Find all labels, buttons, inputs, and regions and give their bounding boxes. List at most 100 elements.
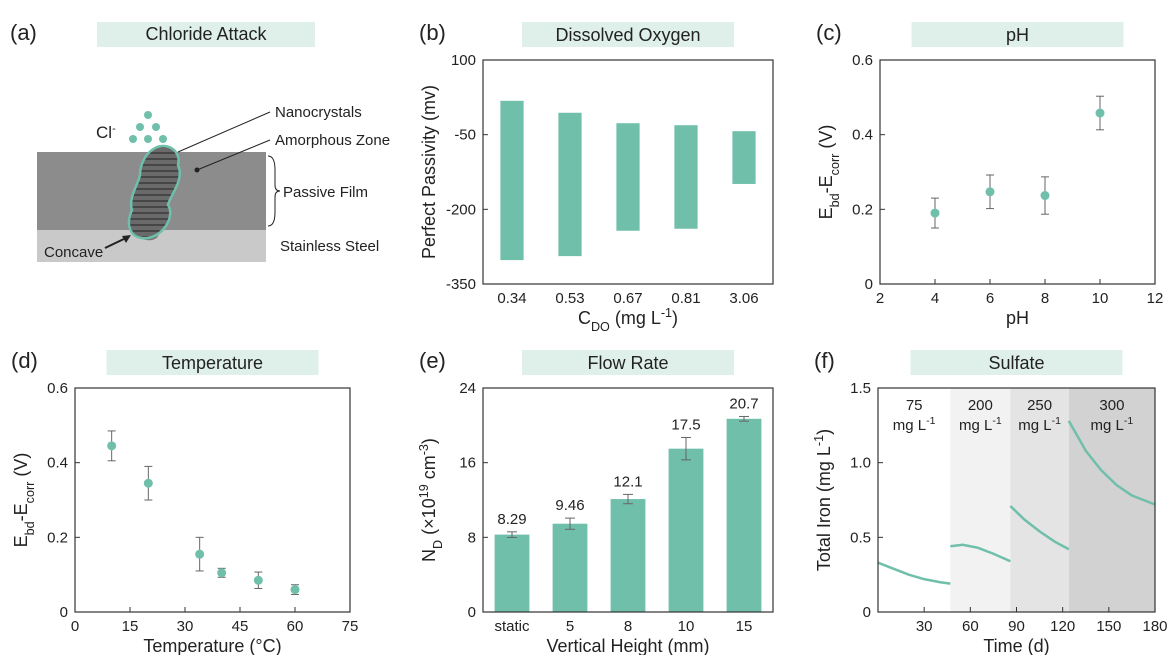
bar [726, 418, 762, 612]
point [107, 441, 117, 451]
bar [552, 523, 588, 612]
x-tick-label: 12 [1147, 290, 1164, 307]
y-tick-label: 24 [459, 380, 476, 397]
label-part: (V) [11, 453, 31, 482]
value-label: 9.46 [555, 497, 584, 514]
rich-label: mg L-1 [1091, 415, 1134, 434]
ion-charge: - [112, 123, 116, 135]
x-tick-label: 8 [624, 618, 632, 635]
y-tick-label: 0 [468, 604, 476, 621]
title-box [522, 350, 734, 375]
x-tick-label: 6 [986, 290, 994, 307]
frame [74, 387, 351, 613]
panel: (b) Dissolved Oxygen -350 -200 -50 100 0.34 0.5… [419, 20, 774, 334]
x-tick-label: 0 [71, 618, 79, 635]
rich-label: ND (×1019 cm-3) [417, 438, 445, 562]
rich-label: Perfect Passivity (mv) [419, 85, 439, 259]
rich-label: Ebd-Ecorr (V) [11, 453, 37, 548]
label-part: bd [23, 521, 37, 535]
bar [674, 125, 698, 229]
value-label: 8.29 [497, 511, 526, 528]
label: Passive Film [283, 184, 368, 201]
rich-label: mg L-1 [893, 415, 936, 434]
x-tick-label: 0.81 [671, 290, 700, 307]
bar [558, 112, 582, 257]
x-tick-label: 180 [1142, 618, 1167, 635]
x-tick-label: 30 [916, 618, 933, 635]
panel-label: (f) [814, 348, 835, 373]
label-part: -E [816, 175, 836, 193]
region [878, 388, 951, 612]
ion-label: Cl- [96, 123, 116, 142]
panel-label: (a) [10, 20, 37, 45]
x-tick-label: 30 [177, 618, 194, 635]
label: Amorphous Zone [275, 132, 390, 149]
title-box [910, 350, 1123, 375]
panel: (c) pH 0 0.2 0.4 0.6 2 4 6 8 10 12 pH Ebd-Ecorr (V) [816, 20, 1163, 328]
panel: (d) Temperature 0 0.2 0.4 0.6 0 15 30 45 60 75 Tempe… [11, 348, 358, 656]
label-part: -3 [417, 444, 431, 455]
label-part: (V) [816, 125, 836, 154]
label-part: ) [419, 438, 439, 444]
y-tick-label: 0.2 [852, 201, 873, 218]
x-tick-label: 2 [876, 290, 884, 307]
label-part: E [11, 535, 31, 547]
line [877, 420, 1156, 585]
region-label: 300 [1099, 397, 1124, 414]
y-tick-label: 0.4 [47, 455, 68, 472]
label-part: Vertical Height (mm) [546, 636, 709, 655]
x-tick-label: 3.06 [729, 290, 758, 307]
rich-label: Vertical Height (mm) [546, 636, 709, 655]
label-part: -1 [812, 435, 826, 446]
panel: (e) Flow Rate 8.29 9.46 12.1 17.5 20.7 0 8 16 24 st… [417, 348, 774, 656]
title: Dissolved Oxygen [555, 25, 700, 45]
leader [177, 111, 271, 153]
region-label: 75 [906, 397, 923, 414]
x-tick-label: 120 [1050, 618, 1075, 635]
x-tick-label: 90 [1008, 618, 1025, 635]
point [985, 187, 995, 197]
title-box [911, 22, 1124, 47]
label-part: E [816, 207, 836, 219]
point [195, 549, 205, 559]
y-tick-label: 0.6 [47, 380, 68, 397]
x-tick-label: 15 [122, 618, 139, 635]
label-part: -1 [992, 415, 1001, 427]
panel-label: (b) [419, 20, 446, 45]
region [1010, 388, 1069, 612]
rich-label: Ebd-Ecorr (V) [816, 125, 842, 220]
label: Concave [44, 244, 103, 261]
point [930, 208, 940, 218]
x-tick-label: 150 [1096, 618, 1121, 635]
title-box [97, 22, 315, 47]
bar [494, 534, 530, 612]
rich-label: Time (d) [983, 636, 1049, 655]
y-tick-label: 1.5 [850, 380, 871, 397]
label-part: -1 [926, 415, 935, 427]
bar [616, 123, 640, 231]
y-tick-label: -200 [446, 201, 476, 218]
label-part: DO [591, 320, 610, 334]
x-tick-label: 10 [678, 618, 695, 635]
x-tick-label: 60 [287, 618, 304, 635]
label-part: -E [11, 503, 31, 521]
label-part: cm [419, 455, 439, 484]
value-label: 17.5 [671, 416, 700, 433]
y-tick-label: 0 [863, 604, 871, 621]
label-part: Temperature (°C) [143, 636, 281, 655]
y-tick-label: -350 [446, 276, 476, 293]
x-tick-label: 0.53 [555, 290, 584, 307]
label-part: -1 [661, 306, 672, 320]
frame [482, 387, 774, 613]
value-label: 20.7 [729, 395, 758, 412]
label-part: N [419, 549, 439, 562]
rich-label: CDO (mg L-1) [578, 306, 678, 334]
label-part: Time (d) [983, 636, 1049, 655]
title-box [106, 350, 319, 375]
plot-area [107, 430, 300, 595]
plot-area: 8.29 9.46 12.1 17.5 20.7 [494, 395, 762, 612]
label: Nanocrystals [275, 104, 362, 121]
point [1095, 108, 1105, 118]
